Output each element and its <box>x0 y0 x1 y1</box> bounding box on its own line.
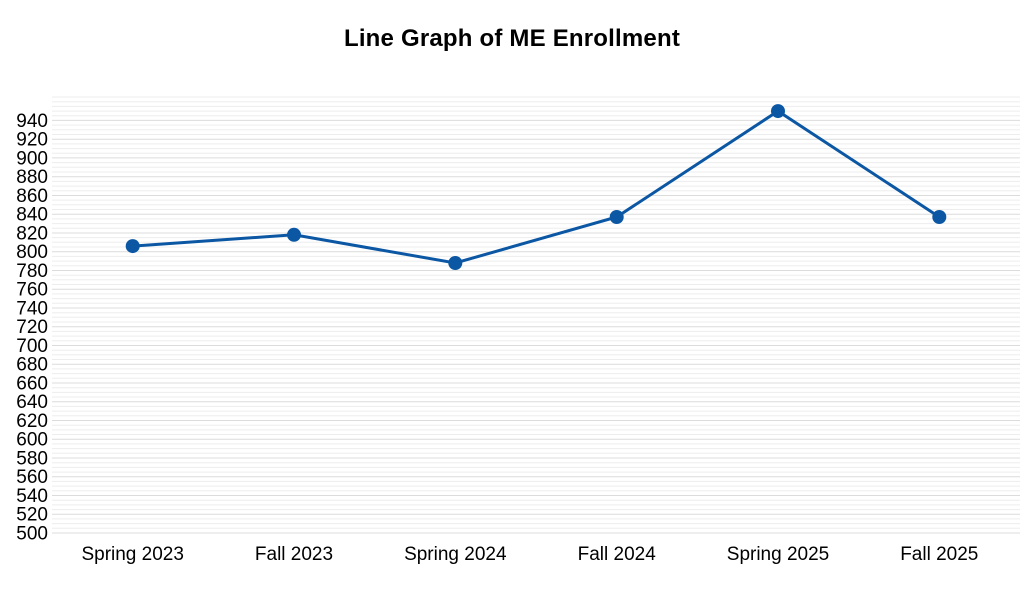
y-tick-label: 740 <box>16 299 48 320</box>
data-point <box>448 256 463 270</box>
y-tick-label: 540 <box>16 486 48 507</box>
y-tick-label: 760 <box>16 280 48 301</box>
x-tick-label: Spring 2025 <box>727 544 829 565</box>
y-tick-label: 900 <box>16 148 48 169</box>
data-point <box>125 239 140 254</box>
y-tick-label: 840 <box>16 205 48 226</box>
y-tick-label: 700 <box>16 336 48 357</box>
y-tick-label: 800 <box>16 242 48 263</box>
y-tick-label: 880 <box>16 167 48 188</box>
y-tick-label: 620 <box>16 411 48 432</box>
x-tick-label: Fall 2023 <box>255 544 333 565</box>
y-tick-label: 860 <box>16 186 48 207</box>
y-tick-label: 780 <box>16 261 48 282</box>
y-tick-label: 500 <box>16 524 48 545</box>
data-point <box>287 227 301 242</box>
y-tick-label: 680 <box>16 355 48 376</box>
data-point <box>932 210 947 224</box>
data-point <box>771 104 785 119</box>
y-tick-label: 940 <box>16 111 48 132</box>
y-tick-label: 520 <box>16 505 48 526</box>
x-tick-label: Spring 2024 <box>404 544 507 565</box>
y-tick-label: 600 <box>16 430 48 451</box>
y-tick-label: 920 <box>16 130 48 151</box>
x-tick-label: Fall 2025 <box>900 544 978 565</box>
y-tick-label: 560 <box>16 467 48 488</box>
data-point <box>609 210 624 224</box>
x-tick-label: Spring 2023 <box>81 544 183 565</box>
x-tick-label: Fall 2024 <box>578 544 657 565</box>
series-line <box>132 109 941 265</box>
chart-title: Line Graph of ME Enrollment <box>343 25 681 52</box>
y-tick-label: 820 <box>16 224 48 245</box>
y-tick-label: 580 <box>16 449 48 470</box>
y-tick-label: 720 <box>16 317 48 338</box>
y-tick-label: 640 <box>16 392 48 413</box>
y-tick-label: 660 <box>16 374 48 395</box>
